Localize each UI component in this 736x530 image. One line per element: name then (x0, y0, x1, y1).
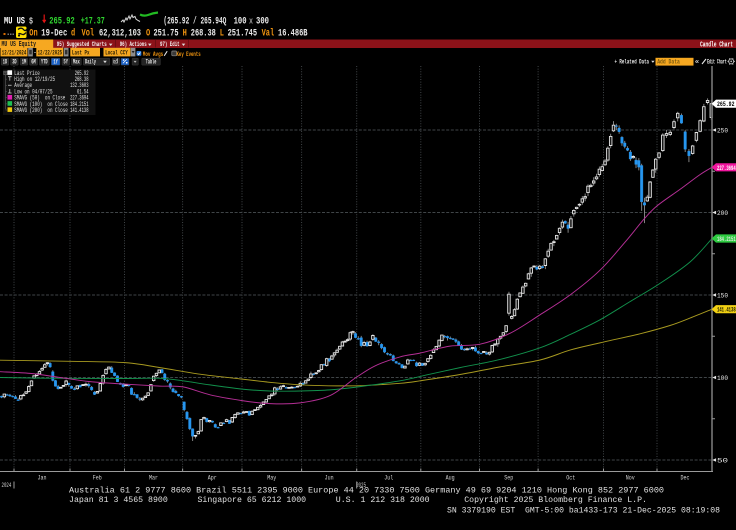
svg-text:250: 250 (717, 127, 728, 134)
svg-text:SMAVG (50) on Close: SMAVG (50) on Close (14, 95, 65, 102)
svg-text:12/22/2025: 12/22/2025 (38, 49, 63, 56)
svg-text:$: $ (29, 16, 33, 27)
svg-text:141.4138: 141.4138 (717, 307, 736, 315)
svg-text:Jul: Jul (384, 475, 393, 482)
svg-text:300: 300 (256, 16, 269, 28)
svg-text:141.4138: 141.4138 (70, 107, 89, 114)
svg-text:2025: 2025 (356, 482, 366, 489)
svg-text:Last Px: Last Px (72, 49, 90, 56)
svg-text:Average: Average (14, 82, 32, 89)
svg-text:268.38: 268.38 (75, 76, 89, 83)
svg-text:Add Data: Add Data (657, 59, 680, 66)
svg-text:+17.37: +17.37 (81, 16, 105, 28)
svg-text:Dec: Dec (681, 475, 690, 482)
svg-text:61.54: 61.54 (77, 88, 89, 95)
svg-text:97) Edit: 97) Edit (160, 41, 180, 48)
svg-text:95) Suggested Charts: 95) Suggested Charts (57, 41, 107, 48)
svg-text:x: x (249, 17, 253, 27)
svg-text:19-Dec: 19-Dec (41, 28, 67, 40)
svg-text:1D: 1D (3, 59, 8, 66)
svg-text:6M: 6M (31, 59, 36, 66)
svg-text:16.486B: 16.486B (278, 28, 308, 40)
svg-text:Max: Max (73, 59, 80, 66)
svg-text:+ Related Data: + Related Data (615, 59, 650, 66)
svg-text:100: 100 (717, 375, 728, 382)
svg-text:184.2151: 184.2151 (70, 101, 89, 108)
svg-text:251.745: 251.745 (228, 28, 258, 40)
svg-text:1M: 1M (22, 59, 27, 66)
svg-text:Nov: Nov (626, 475, 635, 482)
svg-text:62,312,103: 62,312,103 (99, 28, 141, 40)
svg-text:Table: Table (146, 59, 157, 66)
svg-text:3D: 3D (12, 59, 17, 66)
svg-text:MU US: MU US (4, 16, 25, 28)
svg-text:2024: 2024 (2, 482, 12, 489)
svg-text:Japan 81 3 4565 8900 Sing: Japan 81 3 4565 8900 Singapore 65 6212 1… (69, 496, 647, 505)
svg-text:265.92: 265.92 (75, 70, 89, 77)
svg-text:«: « (695, 59, 700, 67)
svg-text:(265.92 / 265.94Q: (265.92 / 265.94Q (163, 16, 226, 28)
svg-text:Edit Chart: Edit Chart (707, 59, 727, 66)
svg-text:Mov Avgs: Mov Avgs (143, 51, 164, 58)
svg-text:Aug: Aug (446, 475, 455, 482)
svg-text:On: On (29, 28, 37, 40)
svg-text:H: H (183, 28, 187, 40)
svg-text:150: 150 (717, 292, 728, 299)
svg-text:265.92: 265.92 (717, 101, 735, 109)
svg-text:Last Price: Last Price (14, 70, 40, 77)
svg-text:50: 50 (717, 457, 728, 464)
svg-text:d: d (71, 28, 75, 40)
svg-text:MU US Equity: MU US Equity (2, 41, 37, 49)
svg-text:12/21/2024: 12/21/2024 (2, 49, 27, 56)
svg-text:5Y: 5Y (64, 59, 69, 66)
svg-text:268.38: 268.38 (191, 28, 216, 40)
svg-text:Sep: Sep (504, 475, 513, 482)
svg-text:265.92: 265.92 (49, 16, 74, 28)
svg-text:184.2151: 184.2151 (717, 236, 736, 244)
svg-text:SN 3379190 EST GMT-5:00 ba143: SN 3379190 EST GMT-5:00 ba1433-173 21-De… (447, 507, 720, 516)
svg-text:100: 100 (234, 16, 247, 28)
svg-text:SMAVG (100) on Close: SMAVG (100) on Close (14, 101, 68, 108)
svg-text:Key Events: Key Events (177, 51, 201, 58)
svg-text:L: L (220, 28, 224, 40)
svg-text:227.3694: 227.3694 (717, 165, 736, 173)
svg-text:96) Actions: 96) Actions (120, 41, 147, 48)
svg-text:YTD: YTD (41, 59, 48, 66)
svg-text:Val: Val (262, 28, 275, 40)
svg-text:Feb: Feb (93, 475, 102, 482)
svg-text:Candle Chart: Candle Chart (700, 41, 733, 49)
svg-text:Mar: Mar (149, 475, 158, 482)
svg-text:High on 12/19/25: High on 12/19/25 (14, 76, 55, 83)
svg-text:1Y: 1Y (53, 59, 58, 66)
svg-text:Jan: Jan (38, 475, 47, 482)
svg-text:227.3694: 227.3694 (70, 95, 89, 102)
svg-text:200: 200 (717, 210, 728, 217)
svg-text:Vol: Vol (82, 28, 95, 40)
svg-text:Apr: Apr (208, 475, 217, 482)
svg-text:Jun: Jun (325, 475, 334, 482)
svg-text:SMAVG (200) on Close: SMAVG (200) on Close (14, 107, 68, 114)
svg-text:Oct: Oct (566, 475, 575, 482)
svg-text:251.75: 251.75 (154, 28, 179, 40)
svg-text:Low on 04/07/25: Low on 04/07/25 (14, 88, 52, 95)
svg-text:Australia 61 2 9777 8600 Brazi: Australia 61 2 9777 8600 Brazil 5511 239… (69, 487, 664, 496)
svg-text:Daily: Daily (85, 59, 96, 66)
svg-text:Local CCY: Local CCY (105, 49, 128, 56)
svg-text:May: May (267, 475, 276, 482)
svg-text:O: O (146, 28, 150, 40)
svg-text:-: - (34, 49, 37, 57)
svg-text:132.3603: 132.3603 (70, 82, 89, 89)
